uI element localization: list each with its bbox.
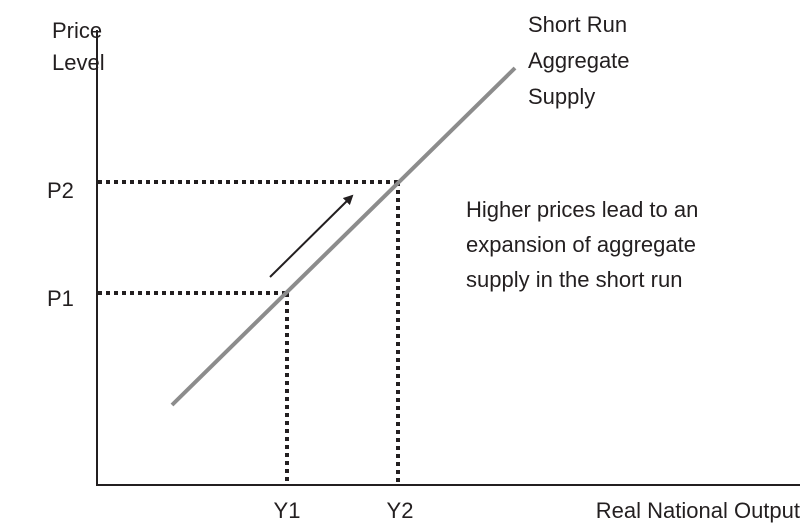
price-label: P1 [47, 286, 74, 311]
movement-arrow [269, 194, 354, 278]
curve-label: Supply [528, 84, 595, 109]
y-axis-label: Price [52, 18, 102, 43]
curve-label: Short Run [528, 12, 627, 37]
output-label: Y2 [387, 498, 414, 523]
annotation: Higher prices lead to an [466, 197, 698, 222]
annotation: expansion of aggregate [466, 232, 696, 257]
x-axis-label: Real National Output [596, 498, 800, 523]
annotation: supply in the short run [466, 267, 682, 292]
output-label: Y1 [274, 498, 301, 523]
curve-label: Aggregate [528, 48, 630, 73]
price-label: P2 [47, 178, 74, 203]
y-axis-label: Level [52, 50, 105, 75]
sras-curve [170, 66, 517, 407]
